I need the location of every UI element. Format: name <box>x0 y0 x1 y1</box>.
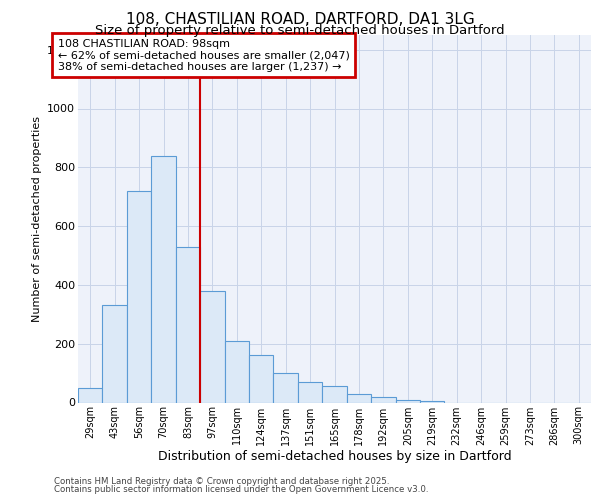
Bar <box>176 246 200 402</box>
Text: Contains public sector information licensed under the Open Government Licence v3: Contains public sector information licen… <box>54 484 428 494</box>
Bar <box>151 156 176 402</box>
Text: Size of property relative to semi-detached houses in Dartford: Size of property relative to semi-detach… <box>95 24 505 37</box>
Y-axis label: Number of semi-detached properties: Number of semi-detached properties <box>32 116 41 322</box>
Bar <box>395 400 420 402</box>
Bar <box>78 388 103 402</box>
Text: 108, CHASTILIAN ROAD, DARTFORD, DA1 3LG: 108, CHASTILIAN ROAD, DARTFORD, DA1 3LG <box>125 12 475 28</box>
Bar <box>322 386 347 402</box>
Bar <box>224 341 249 402</box>
Bar <box>274 373 298 402</box>
Text: 108 CHASTILIAN ROAD: 98sqm
← 62% of semi-detached houses are smaller (2,047)
38%: 108 CHASTILIAN ROAD: 98sqm ← 62% of semi… <box>58 38 350 72</box>
X-axis label: Distribution of semi-detached houses by size in Dartford: Distribution of semi-detached houses by … <box>158 450 511 463</box>
Bar <box>298 382 322 402</box>
Bar <box>347 394 371 402</box>
Bar <box>371 396 395 402</box>
Bar <box>200 291 224 403</box>
Bar <box>127 191 151 402</box>
Text: Contains HM Land Registry data © Crown copyright and database right 2025.: Contains HM Land Registry data © Crown c… <box>54 477 389 486</box>
Bar <box>103 306 127 402</box>
Bar <box>420 401 445 402</box>
Bar <box>249 356 274 403</box>
